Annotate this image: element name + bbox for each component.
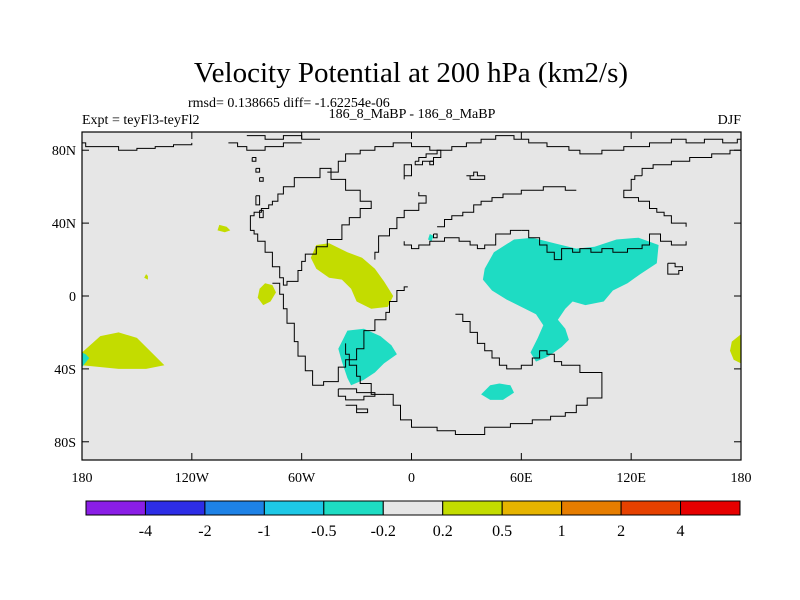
x-tick-label: 180	[731, 471, 752, 486]
coastline-22	[466, 171, 486, 180]
positive-anomaly-region-2	[217, 224, 231, 233]
coastline-15	[521, 229, 687, 261]
colorbar-swatch	[323, 500, 384, 516]
colorbar-label: -2	[198, 523, 211, 540]
negative-anomaly-region-5	[82, 352, 90, 368]
y-tick-label: 40N	[52, 217, 76, 232]
colorbar-swatch	[144, 500, 206, 516]
x-tick-label: 60W	[288, 471, 316, 486]
experiment-label: Expt = teyFl3-teyFl2	[82, 113, 200, 128]
coastline-1	[82, 142, 193, 151]
coastline-27	[433, 233, 438, 239]
coastline-26	[667, 262, 683, 275]
positive-anomaly-region-1	[82, 332, 165, 369]
y-axis-ticks: 80N 40N 0 40S 80S	[52, 144, 741, 451]
coastline-23	[429, 160, 434, 166]
colorbar-label: -4	[139, 523, 152, 540]
x-tick-label: 120E	[616, 471, 646, 486]
coastline-25	[623, 175, 687, 227]
coastline-layer	[82, 135, 741, 435]
coastline-4	[255, 167, 261, 173]
coastline-20	[414, 149, 442, 166]
negative-anomaly-region-4	[428, 234, 434, 242]
colorbar-swatch	[382, 500, 444, 516]
negative-anomaly-region-1	[338, 328, 397, 386]
coastline-18	[345, 404, 369, 414]
colorbar-swatch	[501, 500, 563, 516]
coastline-13	[403, 229, 522, 250]
colorbar-swatch	[204, 500, 265, 516]
coastline-21	[403, 164, 412, 180]
coastline-8	[251, 157, 257, 162]
colorbar-swatch	[263, 500, 325, 516]
x-tick-label: 120W	[175, 471, 210, 486]
colorbar-swatch	[85, 500, 146, 516]
season-label: DJF	[718, 113, 742, 128]
positive-anomaly-region-6	[730, 334, 741, 364]
coastline-10	[272, 282, 408, 386]
coastline-6	[255, 195, 261, 206]
coastline-16	[385, 313, 603, 435]
coastline-5	[259, 177, 264, 182]
coastline-19	[327, 135, 741, 173]
coastline-24	[641, 149, 741, 176]
x-tick-label: 60E	[510, 471, 533, 486]
y-tick-label: 80S	[54, 436, 76, 451]
positive-anomaly-region-5	[310, 243, 394, 309]
colorbar-swatch	[680, 500, 741, 516]
negative-anomaly-region-3	[482, 237, 659, 362]
negative-anomaly-region-2	[481, 383, 514, 400]
coastline-17	[345, 343, 386, 395]
x-tick-label: 180	[72, 471, 93, 486]
colorbar-label: 0.2	[433, 523, 453, 540]
run-comparison-label: 186_8_MaBP - 186_8_MaBP	[329, 107, 496, 122]
anomaly-fill-layer	[82, 224, 741, 400]
coastline-14	[437, 186, 577, 228]
colorbar-swatch	[620, 500, 682, 516]
x-tick-label: 0	[408, 471, 415, 486]
coastline-11	[337, 388, 376, 401]
colorbar-label: -0.2	[371, 523, 396, 540]
colorbar-swatch	[561, 500, 622, 516]
positive-anomaly-region-3	[257, 283, 276, 306]
chart-title: Velocity Potential at 200 hPa (km2/s)	[194, 57, 628, 89]
colorbar-label: 0.5	[492, 523, 512, 540]
colorbar-label: 1	[558, 523, 566, 540]
colorbar: -4 -2 -1 -0.5 -0.2 0.2 0.5 1 2 4	[85, 500, 741, 540]
coastline-9	[249, 167, 372, 286]
x-axis-ticks: 180 120W 60W 0 60E 120E 180	[72, 132, 752, 486]
stats-label: rmsd= 0.138665 diff= -1.62254e-06	[188, 96, 390, 111]
colorbar-label: 2	[617, 523, 625, 540]
y-tick-label: 40S	[54, 363, 76, 378]
positive-anomaly-region-4	[144, 274, 148, 280]
coastline-2	[228, 142, 302, 151]
y-tick-label: 80N	[52, 144, 76, 159]
colorbar-label: 4	[677, 523, 685, 540]
colorbar-label: -0.5	[311, 523, 336, 540]
colorbar-label: -1	[258, 523, 271, 540]
coastline-7	[259, 209, 264, 219]
y-tick-label: 0	[69, 290, 76, 305]
colorbar-swatch	[442, 500, 503, 516]
map-background	[82, 132, 741, 460]
coastline-12	[374, 192, 427, 260]
